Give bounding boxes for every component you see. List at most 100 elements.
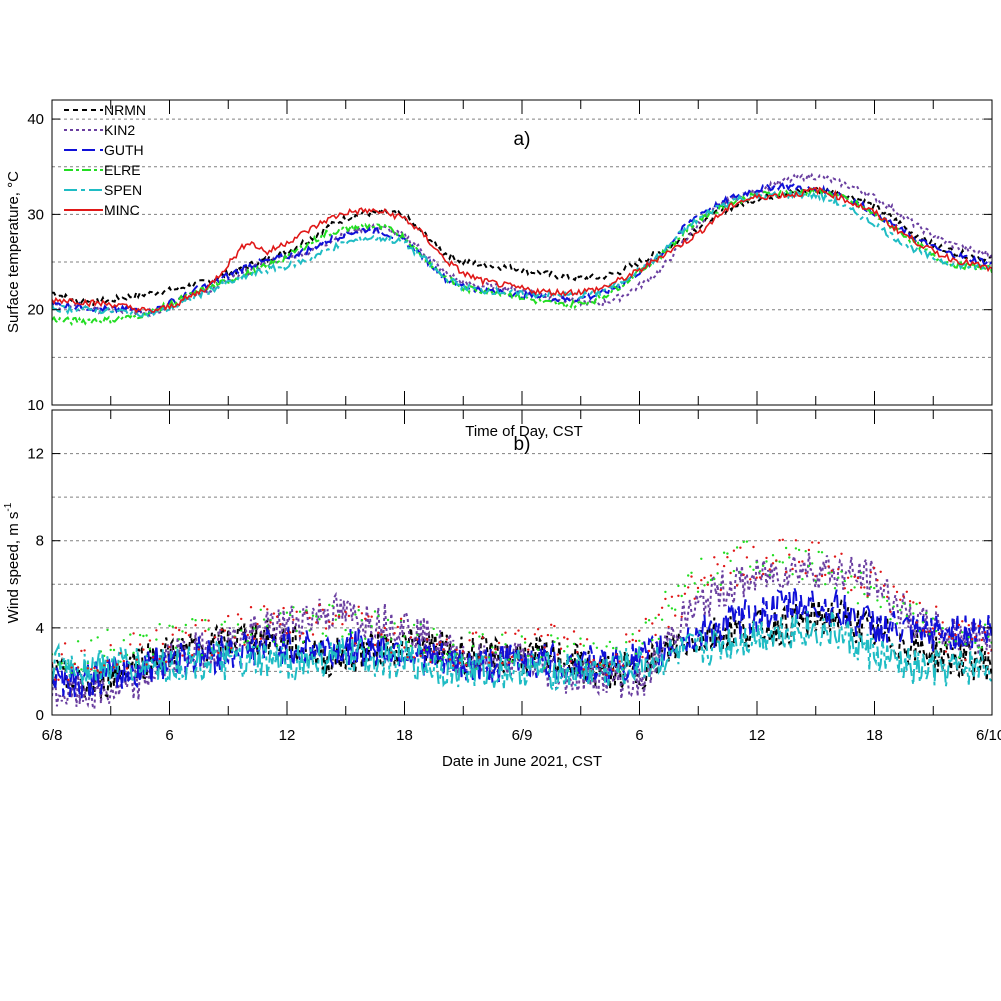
data-point [520,635,523,638]
data-point [393,632,396,635]
data-point [396,625,399,629]
data-point [553,640,556,644]
data-point [184,623,187,627]
data-point [484,656,488,659]
data-point [429,658,432,662]
data-point [856,576,860,580]
data-point [889,618,892,621]
x-tick-label: 6/8 [42,727,63,744]
data-point [122,659,126,663]
data-point [354,613,357,616]
data-point [895,622,899,625]
svg-text:Wind speed, m s-1: Wind speed, m s-1 [3,502,22,623]
data-point [380,633,383,636]
data-point [223,629,227,632]
data-point [638,639,641,642]
data-point [103,664,106,667]
data-point [364,637,367,640]
data-point [86,667,90,670]
data-point [298,634,302,638]
data-point [703,576,706,579]
data-point [974,635,977,639]
data-point [908,600,912,603]
data-point [285,632,289,635]
y-tick-label: 40 [27,111,44,128]
data-point [419,623,422,626]
data-point [344,610,347,614]
data-point [187,634,191,637]
data-point [259,637,262,640]
series-guth-line [52,587,992,703]
data-point [797,560,801,564]
data-point [412,623,416,627]
x-tick-label: 12 [279,727,296,744]
data-point [638,629,641,632]
data-point [964,658,967,661]
data-point [380,635,383,639]
data-point [664,597,667,601]
data-point [204,629,207,633]
data-point [987,635,990,638]
y-tick-label: 4 [36,620,44,637]
data-point [980,638,983,642]
data-point [292,618,295,621]
data-point [804,550,807,553]
data-point [843,587,846,590]
data-point [403,635,406,638]
data-point [781,561,784,564]
data-point [60,662,63,665]
data-point [824,583,827,586]
data-point [703,584,706,587]
data-point [784,546,788,550]
data-point [448,658,452,661]
data-point [318,603,321,606]
data-point [892,585,895,588]
data-point [820,551,824,554]
data-point [233,636,236,639]
data-point [886,595,889,598]
data-point [367,615,370,618]
data-point [399,617,403,620]
data-point [970,638,974,641]
data-point [563,650,566,653]
data-point [612,668,615,671]
data-point [687,586,690,589]
data-point [155,629,158,632]
data-point [138,633,142,637]
data-point [390,651,393,654]
data-point [719,583,722,586]
data-point [856,602,860,605]
data-point [925,630,928,634]
y-axis-label: Wind speed, m s [5,512,22,624]
data-point [882,584,886,587]
data-point [905,614,908,618]
data-point [527,654,530,658]
data-point [716,563,719,566]
data-point [863,586,866,589]
data-point [442,648,445,651]
data-point [873,566,876,570]
data-point [569,660,572,663]
data-point [269,618,272,622]
data-point [866,594,869,598]
data-point [850,588,853,592]
data-point [426,638,429,641]
data-point [797,548,801,552]
data-point [282,641,285,644]
x-tick-label: 6/10 [976,727,1001,744]
legend-label-spen: SPEN [104,182,142,198]
data-point [305,611,308,614]
data-point [556,637,559,640]
data-point [967,635,970,639]
data-point [230,646,233,650]
data-point [171,633,174,636]
data-point [125,667,129,670]
data-point [383,626,386,630]
data-point [706,581,709,584]
legend-label-elre: ELRE [104,162,141,178]
y-tick-label: 30 [27,206,44,223]
data-point [974,641,977,645]
data-point [536,648,540,651]
data-point [341,635,344,638]
data-point [331,622,334,625]
